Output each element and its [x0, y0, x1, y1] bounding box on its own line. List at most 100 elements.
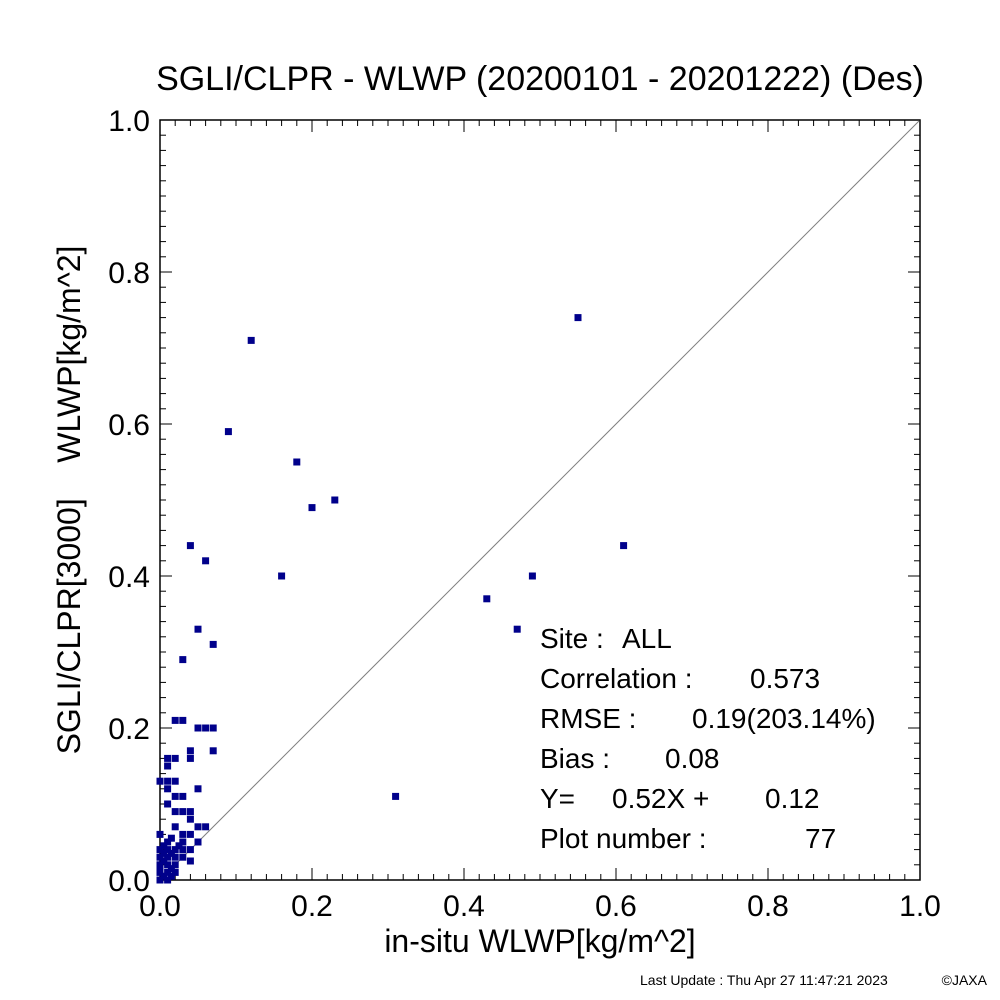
chart-title: SGLI/CLPR - WLWP (20200101 - 20201222) (… [156, 60, 924, 98]
data-point [164, 785, 172, 793]
stat-label: Y= [540, 783, 575, 814]
x-tick-label: 0.2 [291, 890, 333, 923]
data-point [156, 861, 164, 869]
data-point [179, 846, 187, 854]
data-point [164, 777, 172, 785]
data-point [209, 640, 217, 648]
x-tick-label: 0.0 [139, 890, 181, 923]
data-point [171, 792, 179, 800]
data-point [202, 823, 210, 831]
data-point [186, 846, 194, 854]
data-point [179, 853, 187, 861]
stat-value-2: 0.12 [765, 783, 820, 814]
x-axis-label: in-situ WLWP[kg/m^2] [384, 923, 695, 959]
data-point [513, 625, 521, 633]
data-point [156, 868, 164, 876]
data-point [209, 724, 217, 732]
x-tick-label: 0.8 [747, 890, 789, 923]
stats-block: Site : ALL Correlation : 0.573 RMSE : 0.19(20… [540, 623, 876, 854]
data-point [179, 808, 187, 816]
y-tick-label: 0.0 [108, 865, 150, 898]
stat-value: 0.573 [750, 663, 820, 694]
data-point [164, 754, 172, 762]
data-point [186, 815, 194, 823]
plot-area: 0.0 0.2 0.4 0.6 0.8 1.0 0.0 0.2 0.4 0.6 0.8 1.0 [108, 105, 941, 923]
data-point [194, 785, 202, 793]
data-point [392, 792, 400, 800]
data-point [160, 857, 168, 865]
stat-label: Bias : [540, 743, 610, 774]
data-point [483, 595, 491, 603]
data-point [331, 496, 339, 504]
data-point [186, 747, 194, 755]
data-point [164, 853, 172, 861]
data-point [164, 800, 172, 808]
data-point [164, 868, 172, 876]
data-point [194, 625, 202, 633]
data-point [156, 846, 164, 854]
data-point [194, 838, 202, 846]
data-point [156, 830, 164, 838]
stat-label: Plot number : [540, 823, 707, 854]
data-point [175, 842, 183, 850]
data-point [528, 572, 536, 580]
stat-value: 0.52X + [612, 783, 709, 814]
data-point [171, 716, 179, 724]
data-point [164, 838, 172, 846]
y-tick-label: 0.2 [108, 713, 150, 746]
data-point [278, 572, 286, 580]
data-point [186, 754, 194, 762]
x-tick-label: 0.4 [443, 890, 485, 923]
data-point [179, 716, 187, 724]
y-axis-label: SGLI/CLPR[3000] WLWP[kg/m^2] [51, 246, 87, 755]
last-update-text: Last Update : Thu Apr 27 11:47:21 2023 [640, 972, 888, 988]
data-point [167, 834, 175, 842]
data-point [186, 808, 194, 816]
data-point [164, 762, 172, 770]
data-point [202, 557, 210, 565]
y-tick-label: 1.0 [108, 105, 150, 138]
data-point [194, 823, 202, 831]
data-point [171, 846, 179, 854]
stat-label: Correlation : [540, 663, 693, 694]
y-tick-label: 0.8 [108, 257, 150, 290]
data-point [171, 823, 179, 831]
data-point [308, 504, 316, 512]
data-point [179, 838, 187, 846]
data-point [156, 876, 164, 884]
data-point [164, 861, 172, 869]
data-point [224, 428, 232, 436]
data-point [574, 314, 582, 322]
data-point [293, 458, 301, 466]
data-point [186, 857, 194, 865]
stat-value: 77 [805, 823, 836, 854]
data-point [171, 861, 179, 869]
data-point [179, 830, 187, 838]
y-tick-label: 0.6 [108, 409, 150, 442]
data-point [156, 777, 164, 785]
data-point [194, 724, 202, 732]
data-point [171, 868, 179, 876]
data-point [179, 656, 187, 664]
data-point [171, 777, 179, 785]
data-point [167, 872, 175, 880]
data-point [160, 872, 168, 880]
x-tick-label: 1.0 [899, 890, 941, 923]
data-point [164, 876, 172, 884]
stat-label: Site : [540, 623, 604, 654]
data-point [156, 865, 164, 873]
data-point [167, 849, 175, 857]
data-point [160, 849, 168, 857]
y-tick-label: 0.4 [108, 561, 150, 594]
stat-value: ALL [622, 623, 672, 654]
data-point [209, 747, 217, 755]
stat-label: RMSE : [540, 703, 636, 734]
data-point [156, 853, 164, 861]
data-point [247, 336, 255, 344]
copyright-text: ©JAXA [942, 972, 988, 988]
data-point [171, 754, 179, 762]
x-tick-label: 0.6 [595, 890, 637, 923]
data-point [171, 808, 179, 816]
data-point [186, 542, 194, 550]
